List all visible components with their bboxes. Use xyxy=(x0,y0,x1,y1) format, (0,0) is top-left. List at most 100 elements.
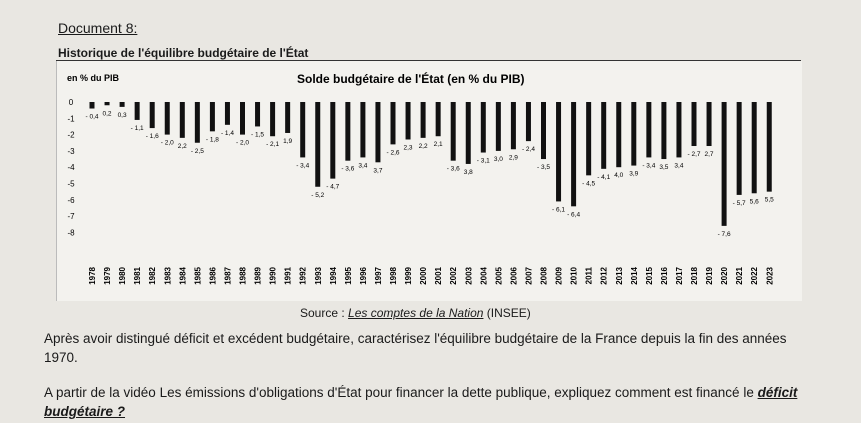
x-tick-label: 1993 xyxy=(314,266,323,284)
chart-title: Solde budgétaire de l'État (en % du PIB) xyxy=(297,71,525,86)
x-tick-label: 1991 xyxy=(284,266,293,284)
data-label: 1,9 xyxy=(283,138,292,145)
bar xyxy=(465,102,471,164)
y-tick-label: -3 xyxy=(67,147,75,156)
x-tick-label: 2004 xyxy=(479,266,488,284)
data-label: 3,7 xyxy=(373,167,382,174)
data-label: - 3,4 xyxy=(296,162,309,169)
bar xyxy=(706,102,712,147)
data-label: - 7,6 xyxy=(718,231,731,238)
data-label: - 0,4 xyxy=(85,114,98,121)
data-label: - 3,6 xyxy=(447,166,460,173)
bar xyxy=(541,102,546,160)
bar xyxy=(119,102,125,107)
x-tick-label: 1997 xyxy=(374,266,383,284)
bar xyxy=(134,102,140,120)
x-tick-label: 2008 xyxy=(540,266,549,284)
bar xyxy=(691,102,697,147)
x-tick-label: 2012 xyxy=(600,266,609,284)
x-tick-label: 2019 xyxy=(705,266,714,284)
bar xyxy=(495,102,501,151)
x-tick-label: 2010 xyxy=(570,266,579,284)
bar xyxy=(390,102,396,145)
x-tick-label: 1983 xyxy=(163,266,172,284)
data-label: 2,3 xyxy=(404,144,413,151)
bar xyxy=(631,102,637,166)
data-label: 2,9 xyxy=(509,154,518,161)
data-label: - 3,4 xyxy=(642,162,655,169)
x-tick-label: 1987 xyxy=(223,266,232,284)
data-label: - 3,5 xyxy=(537,164,550,171)
x-tick-label: 2003 xyxy=(464,266,473,284)
data-label: - 4,1 xyxy=(597,174,610,181)
bar xyxy=(224,102,230,125)
bar xyxy=(285,102,291,133)
data-label: 2,7 xyxy=(705,151,714,158)
y-tick-label: -1 xyxy=(67,114,75,123)
bar xyxy=(616,102,622,168)
x-tick-label: 1998 xyxy=(389,266,398,284)
x-tick-label: 1979 xyxy=(103,266,112,284)
y-tick-label: -7 xyxy=(67,212,75,221)
x-tick-label: 2014 xyxy=(630,266,639,284)
question-paragraph-2: A partir de la vidéo Les émissions d'obl… xyxy=(44,385,798,419)
bar xyxy=(270,102,276,137)
data-label: 3,4 xyxy=(358,162,367,169)
x-tick-label: 2013 xyxy=(615,266,624,284)
bar xyxy=(179,102,185,138)
x-tick-label: 2021 xyxy=(735,266,744,284)
x-tick-label: 1986 xyxy=(208,266,217,284)
bar xyxy=(586,102,592,176)
data-label: - 1,4 xyxy=(221,130,234,137)
bar xyxy=(405,102,411,140)
bar xyxy=(510,102,516,150)
x-tick-label: 1988 xyxy=(239,266,248,284)
data-label: - 2,6 xyxy=(386,149,399,156)
y-tick-label: -5 xyxy=(67,180,75,189)
data-label: 3,8 xyxy=(464,169,473,176)
data-label: - 6,4 xyxy=(567,211,580,218)
bar xyxy=(300,102,306,158)
bar xyxy=(480,102,486,153)
data-label: - 5,2 xyxy=(311,192,324,199)
bar-chart: en % du PIB Solde budgétaire de l'État (… xyxy=(67,71,774,285)
bar xyxy=(164,102,170,135)
x-tick-label: 1994 xyxy=(329,266,338,284)
x-tick-label: 2020 xyxy=(720,266,729,284)
bar xyxy=(721,102,727,226)
bar xyxy=(571,102,577,207)
divider xyxy=(56,60,801,61)
deficit-emphasis: déficit budgétaire ? xyxy=(44,385,798,419)
data-label: - 2,0 xyxy=(161,140,174,147)
x-tick-label: 2005 xyxy=(494,266,503,284)
data-label: 3,9 xyxy=(629,171,638,178)
data-label: - 2,5 xyxy=(191,148,204,155)
data-label: 3,0 xyxy=(494,156,503,163)
data-label: - 4,7 xyxy=(326,184,339,191)
x-tick-label: 1995 xyxy=(344,266,353,284)
bar xyxy=(255,102,261,127)
data-label: 5,6 xyxy=(750,198,759,205)
x-tick-label: 1996 xyxy=(359,266,368,284)
x-tick-label: 2007 xyxy=(524,266,533,284)
x-tick-label: 1989 xyxy=(254,266,263,284)
data-label: 3,4 xyxy=(674,162,683,169)
data-label: 2,2 xyxy=(419,143,428,150)
source-title[interactable]: Les comptes de la Nation xyxy=(348,306,484,320)
x-tick-label: 2000 xyxy=(419,266,428,284)
bar xyxy=(360,102,366,158)
data-label: 4,0 xyxy=(614,172,623,179)
data-label: 5,5 xyxy=(765,197,774,204)
x-tick-label: 2006 xyxy=(509,266,518,284)
bar xyxy=(525,102,531,142)
y-tick-label: -6 xyxy=(67,196,75,205)
x-tick-label: 2015 xyxy=(645,266,654,284)
figure-subtitle: Historique de l'équilibre budgétaire de … xyxy=(58,46,309,60)
x-tick-label: 1985 xyxy=(193,266,202,284)
x-tick-label: 1982 xyxy=(148,266,157,284)
bar xyxy=(330,102,336,179)
bar xyxy=(661,102,667,160)
data-label: - 4,5 xyxy=(582,180,595,187)
x-tick-label: 1984 xyxy=(178,266,187,284)
x-tick-label: 2017 xyxy=(675,266,684,284)
